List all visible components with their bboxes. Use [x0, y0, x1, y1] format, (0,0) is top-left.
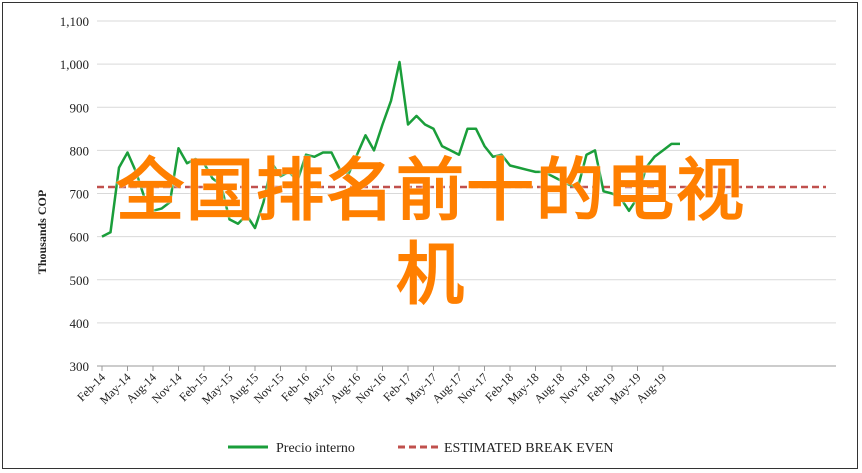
series-group — [97, 60, 826, 238]
y-tick-label: 500 — [70, 273, 90, 288]
x-tick-labels: Feb-14May-14Aug-14Nov-14Feb-15May-15Aug-… — [74, 366, 669, 407]
y-axis-label: Thousands COP — [35, 190, 49, 274]
y-tick-label: 800 — [70, 143, 90, 158]
gridlines — [97, 20, 836, 367]
y-tick-label: 900 — [70, 100, 90, 115]
y-tick-label: 400 — [70, 316, 90, 331]
legend: Precio interno ESTIMATED BREAK EVEN — [228, 441, 614, 456]
y-tick-labels: 300 400 500 600 700 800 900 1,000 1,100 — [60, 14, 89, 374]
y-tick-label: 700 — [70, 187, 90, 202]
y-tick-label: 1,100 — [60, 14, 89, 29]
y-tick-label: 300 — [70, 359, 90, 374]
y-tick-label: 600 — [70, 230, 90, 245]
legend-label-break-even: ESTIMATED BREAK EVEN — [444, 441, 614, 456]
series-line-precio-interno — [101, 60, 680, 238]
y-tick-label: 1,000 — [60, 57, 89, 72]
legend-label-precio: Precio interno — [276, 441, 355, 456]
